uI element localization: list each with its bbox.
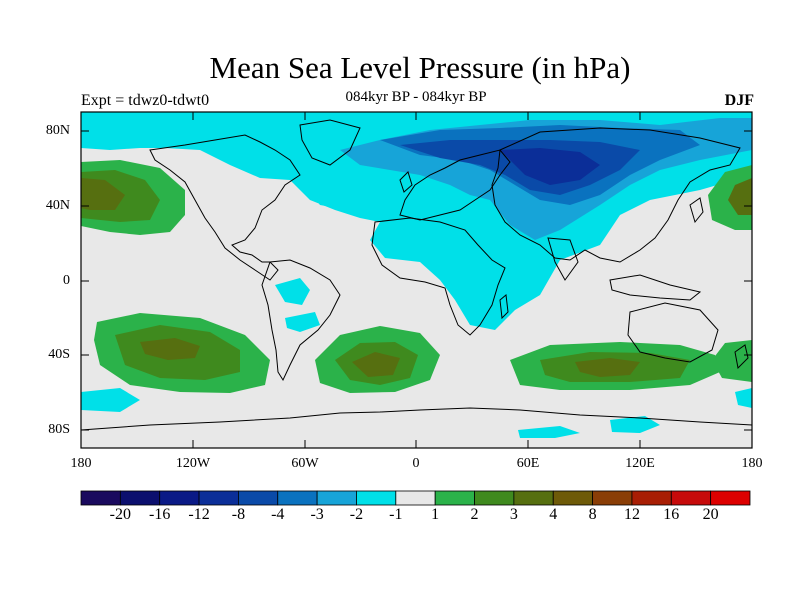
pressure-field: [81, 112, 752, 448]
colorbar-swatch: [356, 490, 397, 506]
colorbar-label: 16: [663, 506, 680, 523]
south-pacific-high-core: [140, 338, 200, 360]
colorbar-swatch: [119, 490, 161, 506]
colorbar-label: -8: [231, 506, 246, 523]
lon-label-60e: 60E: [516, 456, 540, 471]
experiment-label: Expt = tdwz0-tdwt0: [81, 92, 210, 109]
british-isles-coast: [399, 171, 413, 193]
south-atlantic-high-core: [352, 352, 400, 377]
antarctica-coast: [81, 407, 752, 431]
colorbar-swatch: [395, 490, 436, 506]
lon-label-180w: 180: [70, 456, 92, 471]
colorbar-swatch: [277, 490, 318, 506]
southern-ocean-low-west: [81, 388, 140, 412]
lat-label-80s: 80S: [48, 422, 70, 437]
south-america-coast: [261, 259, 341, 382]
new-zealand-coast: [734, 344, 749, 370]
plot-title: Mean Sea Level Pressure (in hPa): [209, 50, 631, 85]
antarctic-low-patch-1: [518, 426, 580, 438]
colorbar-swatch: [238, 490, 279, 506]
north-america-coast: [149, 134, 301, 281]
colorbar-label: 2: [470, 506, 479, 523]
colorbar-label: 8: [588, 506, 597, 523]
colorbar-swatch: [474, 490, 515, 506]
colorbar-swatch: [670, 490, 712, 506]
colorbar-swatch: [198, 490, 239, 506]
colorbar-label: -3: [310, 506, 324, 523]
greenland-coast: [299, 119, 361, 166]
colorbar: [80, 490, 751, 506]
indian-ocean-high-core: [575, 358, 640, 377]
colorbar-swatch: [434, 490, 475, 506]
antarctic-low-patch-2: [610, 416, 660, 433]
asia-coast: [491, 127, 741, 263]
lat-label-0: 0: [63, 273, 70, 288]
colorbar-swatch: [159, 490, 200, 506]
colorbar-label: 1: [431, 506, 440, 523]
lat-label-40n: 40N: [45, 198, 70, 213]
colorbar-swatch: [710, 490, 751, 506]
colorbar-label: 12: [623, 506, 640, 523]
south-america-low-patch: [275, 278, 310, 305]
colorbar-label: -4: [271, 506, 285, 523]
colorbar-swatch: [80, 490, 121, 506]
maritime-continent-coast: [609, 274, 702, 301]
colorbar-label: 20: [702, 506, 719, 523]
lon-label-0: 0: [412, 456, 420, 471]
lon-label-120w: 120W: [175, 456, 211, 471]
australia-coast: [627, 302, 719, 363]
axis-ticks: [81, 112, 752, 448]
colorbar-swatch: [592, 490, 633, 506]
colorbar-label: -16: [149, 506, 171, 523]
colorbar-swatch: [513, 490, 554, 506]
period-subtitle: 084kyr BP - 084kyr BP: [345, 89, 487, 105]
eurasia-low-center: [500, 148, 600, 185]
colorbar-swatch: [631, 490, 672, 506]
lon-label-120e: 120E: [625, 456, 655, 471]
south-atlantic-low-patch: [285, 312, 320, 332]
japan-coast: [689, 197, 704, 224]
east-pacific-south-high: [712, 340, 752, 382]
colorbar-label: 4: [549, 506, 558, 523]
lon-label-60w: 60W: [291, 456, 319, 471]
africa-coast: [371, 217, 506, 336]
colorbar-label: -20: [109, 506, 131, 523]
colorbar-swatch: [316, 490, 357, 506]
madagascar-coast: [499, 294, 509, 320]
lat-label-40s: 40S: [48, 347, 70, 362]
season-label: DJF: [724, 92, 754, 109]
colorbar-swatch: [552, 490, 593, 506]
lon-label-180e: 180: [741, 456, 763, 471]
colorbar-label: -1: [389, 506, 403, 523]
india-coast: [547, 237, 579, 281]
north-pacific-high-west-core: [81, 178, 125, 210]
southern-ocean-low-east: [735, 388, 752, 408]
colorbar-label: 3: [509, 506, 518, 523]
coastlines: [81, 119, 752, 431]
colorbar-label: -2: [349, 506, 364, 523]
europe-coast: [399, 149, 511, 221]
colorbar-label: -12: [188, 506, 210, 523]
lat-label-80n: 80N: [45, 123, 70, 138]
